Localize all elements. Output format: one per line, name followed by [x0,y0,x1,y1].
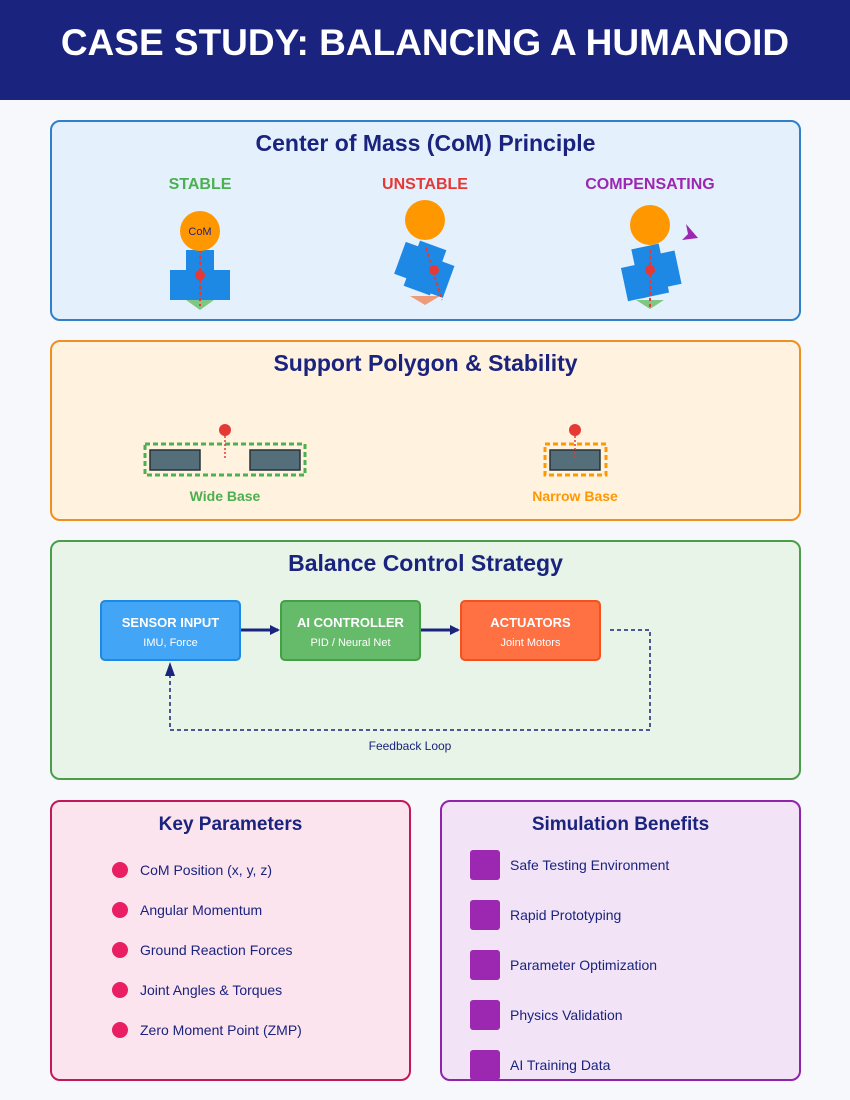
wide-left-foot [149,449,201,471]
actuators-box: ACTUATORS Joint Motors [460,600,601,661]
ai-controller-title: AI CONTROLLER [297,615,404,630]
feedback-arrow-head [165,662,175,676]
state-label-stable: STABLE [168,176,232,193]
stable-head [180,211,220,251]
bullet-dot-icon [112,902,128,918]
feedback-loop-path [169,629,651,731]
benefit-text: AI Training Data [510,1057,611,1073]
unstable-torso [403,240,447,296]
correction-arrow-icon [682,224,698,240]
com-head-label: CoM [188,226,211,238]
robot-stable-icon: CoM [170,211,230,310]
support-polygon-panel: Support Polygon & Stability [50,340,801,521]
unstable-head [405,200,445,240]
stable-right-arm [214,270,230,300]
state-label-compensating: COMPENSATING [585,176,715,193]
narrow-com-point [569,424,581,436]
state-label-unstable: UNSTABLE [382,176,468,193]
ai-controller-box: AI CONTROLLER PID / Neural Net [280,600,421,661]
actuators-title: ACTUATORS [490,615,571,630]
unstable-support-triangle [410,296,440,305]
narrow-base-diagram [543,424,608,477]
page-title: CASE STUDY: BALANCING A HUMANOID [60,22,790,63]
compensating-com-point [645,265,655,275]
bullet-dot-icon [112,942,128,958]
narrow-base-label: Narrow Base [532,488,618,504]
com-panel-title: Center of Mass (CoM) Principle [255,130,596,156]
bullet-square-icon [470,1000,500,1030]
ai-controller-subtitle: PID / Neural Net [310,637,391,649]
polygon-panel-title: Support Polygon & Stability [273,350,578,376]
parameter-text: CoM Position (x, y, z) [140,862,272,878]
parameter-text: Joint Angles & Torques [140,982,283,998]
bullet-dot-icon [112,862,128,878]
sensor-input-box: SENSOR INPUT IMU, Force [100,600,241,661]
actuators-subtitle: Joint Motors [500,637,561,649]
bullet-square-icon [470,1050,500,1080]
wide-right-foot [249,449,301,471]
bullet-square-icon [470,900,500,930]
stable-com-point [195,270,205,280]
sensor-input-subtitle: IMU, Force [143,637,198,649]
wide-base-label: Wide Base [189,488,261,504]
bullet-dot-icon [112,1022,128,1038]
parameter-text: Ground Reaction Forces [140,942,293,958]
narrow-support-polygon [543,442,608,477]
wide-com-point [219,424,231,436]
unstable-right-arm [425,259,455,298]
simulation-benefits-panel: Simulation Benefits [440,800,801,1081]
header-banner: CASE STUDY: BALANCING A HUMANOID [0,0,850,100]
parameter-text: Zero Moment Point (ZMP) [140,1022,302,1038]
robot-unstable-icon [394,200,455,305]
unstable-com-point [429,265,439,275]
bullet-dot-icon [112,982,128,998]
compensating-head [630,205,670,245]
sensor-input-title: SENSOR INPUT [121,615,220,630]
bullet-square-icon [470,850,500,880]
key-parameters-title: Key Parameters [158,814,303,835]
parameter-text: Angular Momentum [140,902,263,918]
key-parameters-panel: Key Parameters [50,800,411,1081]
bullet-square-icon [470,950,500,980]
benefit-text: Physics Validation [510,1007,623,1023]
benefit-text: Parameter Optimization [510,957,658,973]
control-panel-title: Balance Control Strategy [288,550,563,576]
wide-base-diagram [143,424,307,477]
stable-left-arm [170,270,186,300]
benefit-text: Rapid Prototyping [510,907,622,923]
feedback-loop-label: Feedback Loop [368,739,452,753]
unstable-left-arm [394,241,423,280]
robot-compensating-icon [620,205,698,309]
benefit-text: Safe Testing Environment [510,857,670,873]
simulation-benefits-title: Simulation Benefits [531,814,710,835]
